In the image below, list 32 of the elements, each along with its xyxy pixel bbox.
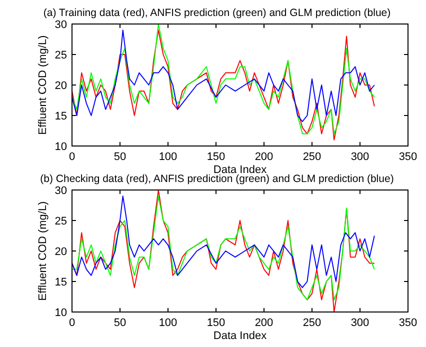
y-tick-label: 30 xyxy=(54,19,67,31)
y-axis-title: Effluent COD (mg/L) xyxy=(37,201,49,301)
x-tick-label: 50 xyxy=(114,317,126,329)
y-tick-label: 15 xyxy=(54,276,67,288)
y-tick-label: 25 xyxy=(54,216,67,228)
x-tick-label: 300 xyxy=(350,151,370,163)
line-series xyxy=(72,30,375,122)
chart-title: (a) Training data (red), ANFIS prediction (green) and GLM prediction (blue) xyxy=(43,7,391,19)
x-tick-label: 200 xyxy=(254,151,274,163)
x-tick-label: 100 xyxy=(158,151,178,163)
y-tick-label: 20 xyxy=(54,80,67,92)
x-tick-label: 350 xyxy=(398,151,418,163)
x-tick-label: 250 xyxy=(302,151,322,163)
x-tick-label: 100 xyxy=(158,317,178,329)
y-tick-label: 10 xyxy=(54,141,67,153)
x-tick-label: 150 xyxy=(206,317,226,329)
x-axis-title: Data Index xyxy=(213,330,268,342)
y-tick-label: 15 xyxy=(54,110,67,122)
y-tick-label: 30 xyxy=(54,185,67,197)
x-tick-label: 300 xyxy=(350,317,370,329)
chart-title: (b) Checking data (red), ANFIS prediction (green) and GLM prediction (blue) xyxy=(40,173,394,185)
x-tick-label: 200 xyxy=(254,317,274,329)
y-tick-label: 20 xyxy=(54,246,67,258)
y-tick-label: 25 xyxy=(54,50,67,62)
x-tick-label: 0 xyxy=(68,151,76,163)
y-tick-label: 10 xyxy=(54,307,67,319)
x-tick-label: 350 xyxy=(398,317,418,329)
x-tick-label: 250 xyxy=(302,317,322,329)
x-tick-label: 50 xyxy=(114,151,126,163)
x-tick-label: 0 xyxy=(68,317,76,329)
y-axis-title: Effluent COD (mg/L) xyxy=(37,35,49,135)
x-tick-label: 150 xyxy=(206,151,226,163)
